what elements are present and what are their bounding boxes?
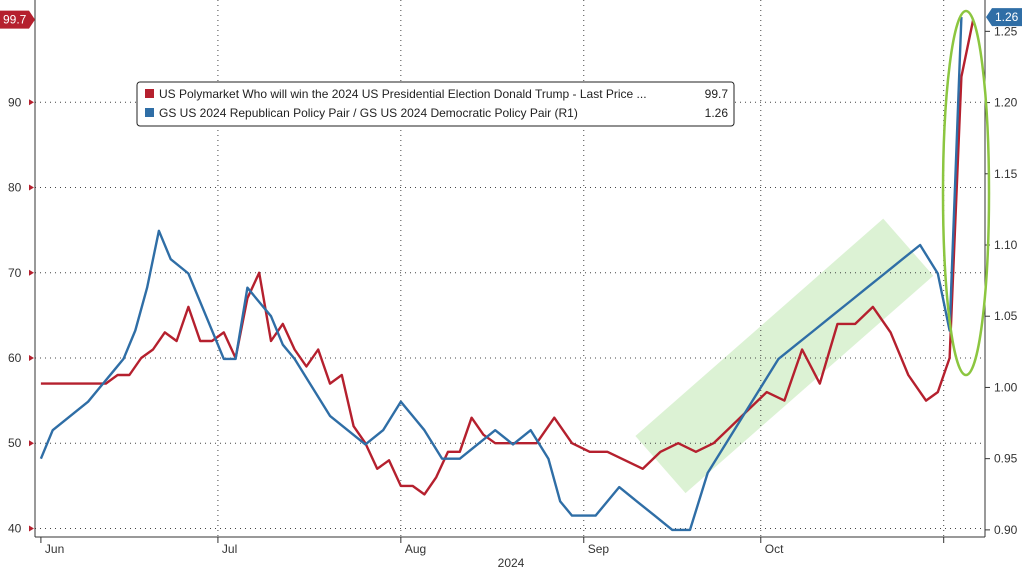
right-tick-label: 1.00 <box>994 380 1018 394</box>
legend-value-polymarket: 99.7 <box>705 87 729 101</box>
left-tick-marker <box>29 440 34 447</box>
right-tick-label: 1.20 <box>994 96 1018 110</box>
x-tick-label: Jul <box>222 542 237 556</box>
right-tick-label: 1.25 <box>994 24 1018 38</box>
x-tick-label: Oct <box>765 542 784 556</box>
series-layer <box>39 17 975 532</box>
series-line-polymarket <box>40 19 975 496</box>
left-last-value-badge <box>0 10 35 29</box>
right-last-value-label: 1.26 <box>995 10 1019 24</box>
trend-highlight-layer <box>635 218 934 494</box>
x-tick-label: Sep <box>588 542 610 556</box>
right-tick-label: 1.05 <box>994 309 1018 323</box>
legend-swatch-polymarket <box>145 89 154 98</box>
right-last-value-badge <box>986 8 1022 27</box>
left-tick-marker <box>29 184 34 191</box>
legend-swatch-policy-pair <box>145 108 154 117</box>
legend: US Polymarket Who will win the 2024 US P… <box>136 81 735 127</box>
series-line-policy-pair <box>39 17 963 532</box>
x-tick-label: Aug <box>405 542 426 556</box>
legend-value-policy-pair: 1.26 <box>705 106 729 120</box>
left-tick-marker <box>29 525 34 532</box>
left-tick-marker <box>29 269 34 276</box>
right-tick-label: 1.10 <box>994 238 1018 252</box>
left-tick-label: 60 <box>8 351 22 365</box>
left-tick-label: 90 <box>8 95 22 109</box>
left-tick-label: 70 <box>8 266 22 280</box>
x-axis-title: 2024 <box>498 556 525 569</box>
left-tick-label: 50 <box>8 436 22 450</box>
left-tick-marker <box>29 99 34 106</box>
left-tick-label: 80 <box>8 181 22 195</box>
x-tick-label: Jun <box>45 542 64 556</box>
left-last-value-label: 99.7 <box>3 13 27 27</box>
trend-band <box>635 218 934 494</box>
right-tick-label: 0.90 <box>994 523 1018 537</box>
right-tick-label: 1.15 <box>994 167 1018 181</box>
legend-box <box>136 81 735 127</box>
right-tick-label: 0.95 <box>994 452 1018 466</box>
annotation-layer <box>941 9 991 377</box>
legend-label-policy-pair: GS US 2024 Republican Policy Pair / GS U… <box>159 106 578 120</box>
left-tick-label: 40 <box>8 521 22 535</box>
legend-label-polymarket: US Polymarket Who will win the 2024 US P… <box>159 87 647 101</box>
spike-highlight-ellipse <box>941 9 991 377</box>
left-tick-marker <box>29 355 34 361</box>
